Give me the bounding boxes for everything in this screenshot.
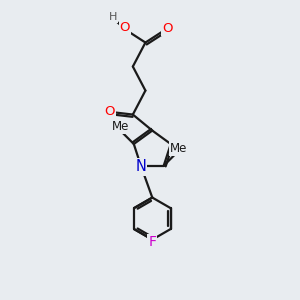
Text: F: F: [148, 235, 156, 249]
Text: O: O: [162, 22, 173, 35]
Text: Me: Me: [170, 142, 188, 154]
Text: H: H: [109, 12, 118, 22]
Text: N: N: [135, 159, 146, 174]
Text: O: O: [120, 21, 130, 34]
Text: O: O: [105, 105, 115, 118]
Text: Me: Me: [111, 120, 129, 133]
